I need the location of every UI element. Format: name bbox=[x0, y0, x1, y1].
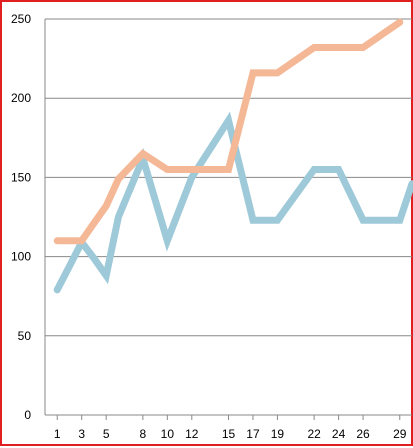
x-tick-label: 29 bbox=[393, 427, 407, 441]
y-tick-label: 100 bbox=[11, 250, 31, 264]
series-lines bbox=[53, 18, 413, 294]
x-tick-label: 10 bbox=[161, 427, 175, 441]
x-tick-label: 12 bbox=[185, 427, 199, 441]
y-tick-label: 250 bbox=[11, 12, 31, 26]
x-tick-label: 8 bbox=[140, 427, 147, 441]
gridlines bbox=[45, 18, 412, 337]
y-tick-label: 0 bbox=[24, 408, 31, 422]
x-tick-label: 15 bbox=[222, 427, 236, 441]
x-tick-label: 3 bbox=[78, 427, 85, 441]
x-tick-label: 19 bbox=[271, 427, 285, 441]
x-tick-label: 1 bbox=[54, 427, 61, 441]
y-tick-label: 200 bbox=[11, 91, 31, 105]
x-tick-label: 24 bbox=[332, 427, 346, 441]
series-line-2 bbox=[53, 18, 404, 245]
series-line-1 bbox=[53, 111, 413, 294]
y-tick-label: 50 bbox=[18, 329, 32, 343]
x-tick-label: 17 bbox=[246, 427, 260, 441]
x-tick-label: 26 bbox=[356, 427, 370, 441]
x-tick-label: 22 bbox=[307, 427, 321, 441]
x-tick-label: 5 bbox=[103, 427, 110, 441]
y-tick-label: 150 bbox=[11, 170, 31, 184]
tick-labels: 0 50 100 150 200 250 1 3 5 8 10 12 15 17 19 22 24 26 29 bbox=[11, 12, 407, 441]
axes bbox=[44, 19, 412, 420]
